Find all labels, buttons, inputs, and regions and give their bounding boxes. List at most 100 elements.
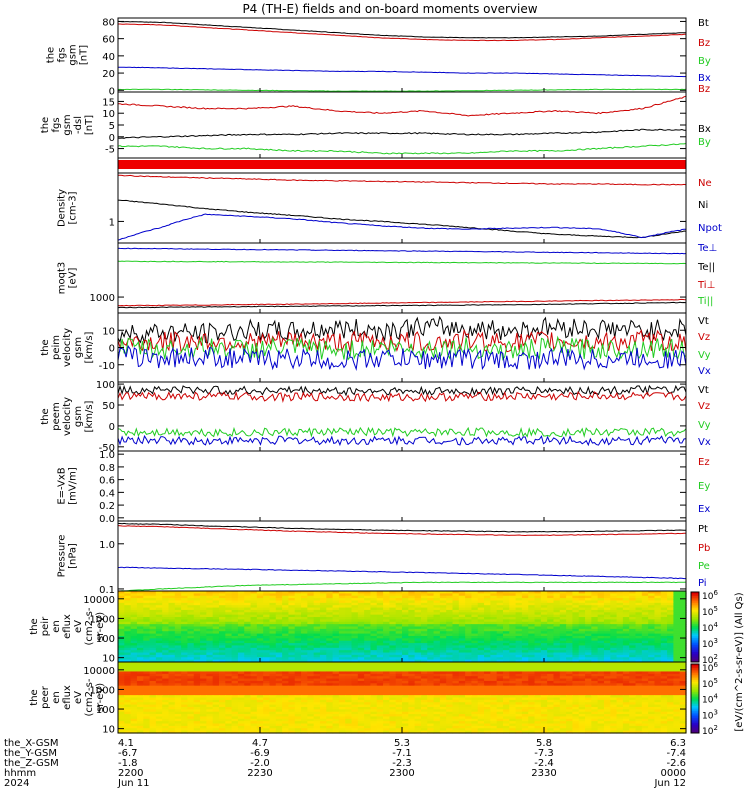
spectrogram-cell <box>206 676 214 680</box>
spectrogram-cell <box>244 621 252 625</box>
spectrogram-cell <box>376 709 384 713</box>
spectrogram-cell <box>648 645 656 649</box>
spectrogram-cell <box>667 635 674 639</box>
spectrogram-cell <box>635 669 643 673</box>
spectrogram-cell <box>389 678 397 682</box>
spectrogram-cell <box>528 671 536 675</box>
spectrogram-cell <box>357 695 365 699</box>
spectrogram-cell <box>351 593 359 597</box>
spectrogram-cell <box>357 699 365 703</box>
spectrogram-cell <box>143 685 151 689</box>
spectrogram-cell <box>648 602 656 606</box>
spectrogram-cell <box>174 695 182 699</box>
spectrogram-cell <box>433 647 441 651</box>
spectrogram-cell <box>439 659 447 663</box>
spectrogram-cell <box>635 654 643 658</box>
spectrogram-cell <box>168 690 176 694</box>
spectrogram-cell <box>420 664 428 668</box>
spectrogram-cell <box>610 645 618 649</box>
spectrogram-cell <box>679 609 687 613</box>
spectrogram-cell <box>540 688 548 691</box>
spectrogram-cell <box>326 595 334 599</box>
spectrogram-cell <box>458 680 466 684</box>
spectrogram-cell <box>540 598 548 602</box>
spectrogram-cell <box>566 593 573 597</box>
spectrogram-cell <box>667 676 674 680</box>
spectrogram-cell <box>250 657 258 661</box>
spectrogram-cell <box>332 673 340 677</box>
spectrogram-cell <box>143 714 151 718</box>
spectrogram-cell <box>439 619 447 623</box>
spectrogram-cell <box>168 595 176 599</box>
spectrogram-cell <box>136 619 144 623</box>
spectrogram-cell <box>458 591 466 594</box>
spectrogram-cell <box>225 666 233 670</box>
spectrogram-cell <box>313 671 321 675</box>
spectrogram-cell <box>521 635 529 639</box>
spectrogram-cell <box>509 640 517 644</box>
spectrogram-cell <box>395 695 403 699</box>
spectrogram-cell <box>319 647 327 651</box>
spectrogram-cell <box>471 645 479 649</box>
spectrogram-cell <box>452 609 460 613</box>
spectrogram-cell <box>547 614 555 618</box>
spectrogram-cell <box>351 673 359 677</box>
spectrogram-cell <box>534 591 542 594</box>
spectrogram-cell <box>597 659 605 663</box>
spectrogram-cell <box>540 666 548 670</box>
spectrogram-cell <box>395 602 403 606</box>
spectrogram-cell <box>521 662 529 665</box>
spectrogram-cell <box>471 714 479 718</box>
spectrogram-cell <box>319 699 327 703</box>
spectrogram-cell <box>370 690 378 694</box>
spectrogram-cell <box>244 714 252 718</box>
spectrogram-cell <box>578 626 586 630</box>
spectrogram-cell <box>326 695 334 699</box>
spectrogram-cell <box>566 688 573 691</box>
spectrogram-cell <box>338 669 346 673</box>
spectrogram-cell <box>162 676 170 680</box>
spectrogram-cell <box>376 635 384 639</box>
spectrogram-cell <box>326 647 334 651</box>
spectrogram-cell <box>313 638 321 642</box>
spectrogram-cell <box>515 664 523 668</box>
spectrogram-cell <box>307 643 315 647</box>
spectrogram-cell <box>572 617 580 620</box>
spectrogram-cell <box>402 662 409 665</box>
spectrogram-cell <box>383 654 390 658</box>
spectrogram-cell <box>395 600 403 604</box>
spectrogram-cell <box>118 633 125 637</box>
spectrogram-cell <box>376 659 384 663</box>
spectrogram-cell <box>288 591 296 594</box>
spectrogram-cell <box>566 683 573 687</box>
spectrogram-cell <box>402 600 409 604</box>
spectrogram-cell <box>149 657 157 661</box>
spectrogram-cell <box>370 692 378 696</box>
spectrogram-cell <box>610 662 618 665</box>
spectrogram-cell <box>667 595 674 599</box>
spectrogram-cell <box>635 697 643 701</box>
spectrogram-cell <box>181 650 189 654</box>
spectrogram-cell <box>212 624 220 628</box>
spectrogram-cell <box>622 702 630 706</box>
spectrogram-cell <box>181 673 189 677</box>
spectrogram-cell <box>616 702 624 706</box>
spectrogram-cell <box>301 600 308 604</box>
spectrogram-cell <box>446 654 454 658</box>
spectrogram-cell <box>118 643 125 647</box>
spectrogram-cell <box>301 591 308 594</box>
spectrogram-cell <box>515 645 523 649</box>
spectrogram-cell <box>275 602 283 606</box>
spectrogram-cell <box>162 595 170 599</box>
spectrogram-cell <box>345 680 353 684</box>
spectrogram-cell <box>559 602 567 606</box>
spectrogram-cell <box>597 673 605 677</box>
spectrogram-cell <box>313 680 321 684</box>
spectrogram-cell <box>269 711 277 715</box>
spectrogram-cell <box>212 609 220 613</box>
spectrogram-cell <box>124 657 132 661</box>
spectrogram-cell <box>521 640 529 644</box>
spectrogram-cell <box>509 673 517 677</box>
spectrogram-cell <box>301 659 308 663</box>
spectrogram-cell <box>622 650 630 654</box>
